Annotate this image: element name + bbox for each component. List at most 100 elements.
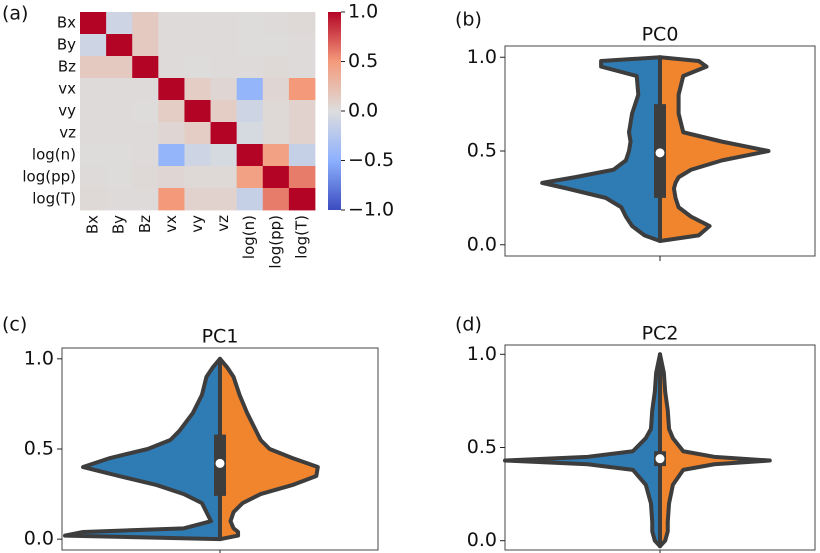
heatmap-cell <box>262 166 290 189</box>
violin-half <box>540 55 662 243</box>
y-tick-label: 0.5 <box>467 140 497 162</box>
heatmap-cell <box>132 122 159 145</box>
heatmap-cell <box>210 144 238 167</box>
x-tick-label: log(T) <box>292 215 310 259</box>
heatmap-cell <box>106 100 133 123</box>
colorbar-tick-label: 0.0 <box>348 100 378 122</box>
x-tick-label: vy <box>188 215 206 233</box>
colorbar <box>328 12 341 210</box>
heatmap-cell <box>288 166 316 189</box>
heatmap-cell <box>210 78 238 101</box>
heatmap-cell <box>106 122 133 145</box>
heatmap-cell <box>288 122 316 145</box>
heatmap-cell <box>132 100 159 123</box>
panel-label: (b) <box>455 9 482 31</box>
heatmap-cell <box>80 144 107 167</box>
heatmap-cell <box>158 166 185 189</box>
panel-label: (a) <box>2 3 28 25</box>
heatmap-cell <box>132 56 159 79</box>
y-tick-label: 1.0 <box>24 347 54 369</box>
median <box>655 454 665 464</box>
y-tick-label: log(n) <box>32 146 76 164</box>
heatmap-cell <box>288 100 316 123</box>
y-tick-label: vx <box>58 80 76 98</box>
heatmap-cell <box>158 144 185 167</box>
heatmap-cell <box>132 34 159 57</box>
heatmap-cell <box>236 100 264 123</box>
y-tick-label: 0.5 <box>467 436 497 458</box>
x-tick-label: Bz <box>136 215 154 233</box>
heatmap-cell <box>236 122 264 145</box>
heatmap-cell <box>210 12 238 35</box>
heatmap-cell <box>184 122 211 145</box>
heatmap-cell <box>184 144 211 167</box>
colorbar-tick-label: −0.5 <box>348 149 394 171</box>
heatmap-cell <box>236 56 264 79</box>
heatmap-cell <box>184 34 211 57</box>
heatmap-cell <box>106 56 133 79</box>
x-tick-label: vx <box>162 215 180 233</box>
heatmap-cell <box>132 166 159 189</box>
heatmap-cell <box>132 188 159 211</box>
x-tick-label: log(pp) <box>266 215 284 269</box>
heatmap-cell <box>288 34 316 57</box>
heatmap-cell <box>288 188 316 211</box>
heatmap-cell <box>288 144 316 167</box>
heatmap-cell <box>262 12 290 35</box>
heatmap-cell <box>210 188 238 211</box>
colorbar-tick-label: 1.0 <box>348 1 378 23</box>
violin-half <box>658 55 771 243</box>
y-tick-label: log(pp) <box>22 168 76 186</box>
chart-title: PC0 <box>642 24 679 46</box>
heatmap-cell <box>80 56 107 79</box>
heatmap-cell <box>132 78 159 101</box>
heatmap-cell <box>288 78 316 101</box>
heatmap-cell <box>262 122 290 145</box>
heatmap-cell <box>184 166 211 189</box>
heatmap-cell <box>288 12 316 35</box>
violin-half <box>503 352 662 549</box>
heatmap-cell <box>80 122 107 145</box>
heatmap-cell <box>262 100 290 123</box>
heatmap-cell <box>80 166 107 189</box>
y-tick-label: 1.0 <box>467 343 497 365</box>
median <box>655 148 665 158</box>
heatmap-cell <box>80 78 107 101</box>
heatmap-cell <box>158 56 185 79</box>
heatmap-cell <box>158 78 185 101</box>
chart-title: PC2 <box>642 323 679 345</box>
heatmap-cell <box>262 56 290 79</box>
heatmap-cell <box>106 188 133 211</box>
y-tick-label: 0.0 <box>24 528 54 550</box>
y-tick-label: 0.0 <box>467 233 497 255</box>
heatmap-cell <box>158 12 185 35</box>
violin-half <box>218 356 320 542</box>
y-tick-label: 0.0 <box>467 529 497 551</box>
y-tick-label: vz <box>59 124 76 142</box>
heatmap-cell <box>236 12 264 35</box>
x-tick-label: log(n) <box>240 215 258 259</box>
panel-label: (c) <box>2 314 27 336</box>
colorbar-tick-label: 0.5 <box>348 50 378 72</box>
heatmap-cell <box>184 78 211 101</box>
y-tick-label: By <box>57 36 76 54</box>
heatmap-cell <box>184 100 211 123</box>
heatmap-cell <box>158 188 185 211</box>
heatmap-cell <box>210 34 238 57</box>
heatmap-cell <box>236 78 264 101</box>
heatmap-cell <box>132 12 159 35</box>
heatmap-cell <box>236 34 264 57</box>
heatmap-cell <box>132 144 159 167</box>
colorbar-tick-label: −1.0 <box>348 199 394 221</box>
heatmap-cell <box>184 56 211 79</box>
heatmap-cell <box>106 34 133 57</box>
x-tick-label: By <box>110 215 128 234</box>
heatmap-cell <box>210 100 238 123</box>
heatmap-cell <box>236 166 264 189</box>
y-tick-label: 0.5 <box>24 438 54 460</box>
chart-title: PC1 <box>202 326 239 348</box>
heatmap-cell <box>184 188 211 211</box>
heatmap-cell <box>106 78 133 101</box>
x-tick-label: vz <box>214 215 232 232</box>
